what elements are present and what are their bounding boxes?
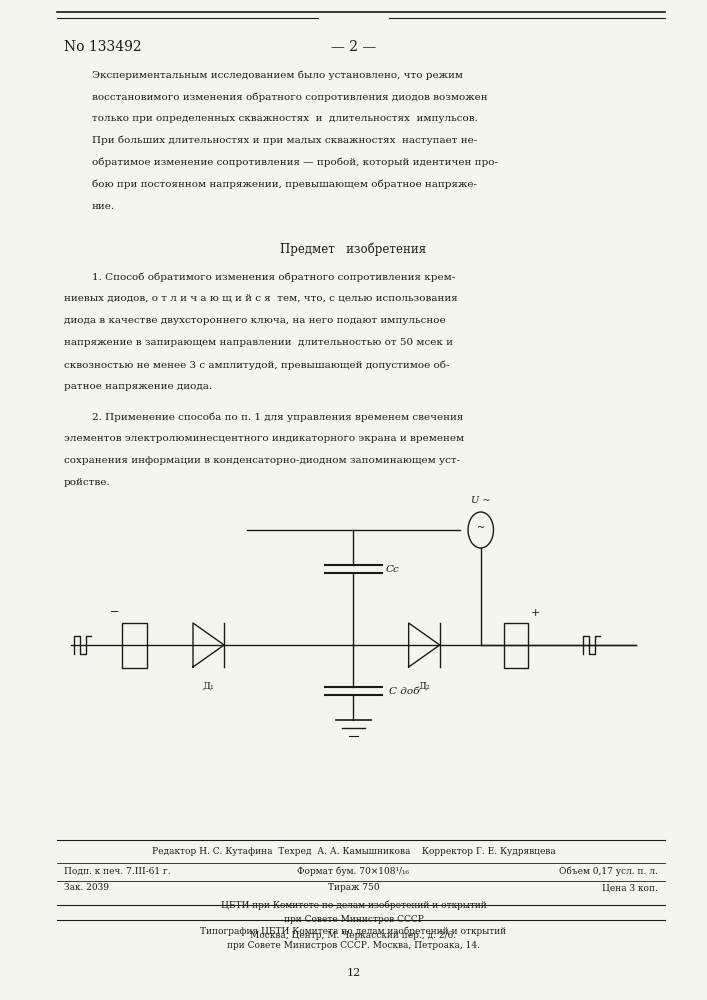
Text: При больших длительностях и при малых скважностях  наступает не-: При больших длительностях и при малых ск… (92, 136, 477, 145)
Bar (503, 622, 528, 668)
Text: бою при постоянном напряжении, превышающем обратное напряже-: бою при постоянном напряжении, превышающ… (92, 180, 477, 189)
Text: No 133492: No 133492 (64, 40, 141, 54)
Text: Подп. к печ. 7.III-61 г.: Подп. к печ. 7.III-61 г. (64, 867, 170, 876)
Text: Предмет   изобретения: Предмет изобретения (281, 242, 426, 255)
Text: Cс: Cс (385, 564, 399, 574)
Text: C доб: C доб (389, 686, 419, 696)
Text: сохранения информации в конденсаторно-диодном запоминающем уст-: сохранения информации в конденсаторно-ди… (64, 456, 460, 465)
Text: ратное напряжение диода.: ратное напряжение диода. (64, 382, 212, 391)
Text: Типография ЦБТИ Комитета по делам изобретений и открытий: Типография ЦБТИ Комитета по делам изобре… (200, 927, 507, 936)
Text: Тираж 750: Тираж 750 (327, 883, 380, 892)
Text: −: − (110, 607, 119, 617)
Text: U ~: U ~ (471, 496, 491, 505)
Text: Редактор Н. С. Кутафина  Техред  А. А. Камышникова    Корректор Г. Е. Кудрявцева: Редактор Н. С. Кутафина Техред А. А. Кам… (151, 847, 556, 856)
Text: 1. Способ обратимого изменения обратного сопротивления крем-: 1. Способ обратимого изменения обратного… (92, 272, 455, 282)
Text: Зак. 2039: Зак. 2039 (64, 883, 109, 892)
Text: диода в качестве двухстороннего ключа, на него подают импульсное: диода в качестве двухстороннего ключа, н… (64, 316, 445, 325)
Text: ЦБТИ при Комитете по делам изобретений и открытий: ЦБТИ при Комитете по делам изобретений и… (221, 901, 486, 910)
Text: только при определенных скважностях  и  длительностях  импульсов.: только при определенных скважностях и дл… (92, 114, 478, 123)
Text: обратимое изменение сопротивления — пробой, который идентичен про-: обратимое изменение сопротивления — проб… (92, 158, 498, 167)
Text: Объем 0,17 усл. п. л.: Объем 0,17 усл. п. л. (559, 867, 658, 876)
Bar (122, 622, 146, 668)
Text: ройстве.: ройстве. (64, 478, 110, 487)
Text: при Совете Министров СССР: при Совете Министров СССР (284, 915, 423, 924)
Text: Д₁: Д₁ (203, 682, 214, 691)
Text: ~: ~ (477, 523, 485, 533)
Text: Москва, Центр, М. Черкасский пер., д. 2/6.: Москва, Центр, М. Черкасский пер., д. 2/… (250, 931, 457, 940)
Text: сквозностью не менее 3 с амплитудой, превышающей допустимое об-: сквозностью не менее 3 с амплитудой, пре… (64, 360, 449, 369)
Text: элементов электролюминесцентного индикаторного экрана и временем: элементов электролюминесцентного индикат… (64, 434, 464, 443)
Text: — 2 —: — 2 — (331, 40, 376, 54)
Text: Экспериментальным исследованием было установлено, что режим: Экспериментальным исследованием было уст… (92, 70, 463, 80)
Text: восстановимого изменения обратного сопротивления диодов возможен: восстановимого изменения обратного сопро… (92, 92, 488, 102)
Text: ниевых диодов, о т л и ч а ю щ и й с я  тем, что, с целью использования: ниевых диодов, о т л и ч а ю щ и й с я т… (64, 294, 457, 303)
Text: Формат бум. 70×108¹/₁₆: Формат бум. 70×108¹/₁₆ (298, 867, 409, 876)
Text: 12: 12 (346, 968, 361, 978)
Text: Д₂: Д₂ (419, 682, 430, 691)
Text: +: + (531, 607, 540, 617)
Text: при Совете Министров СССР. Москва, Петроака, 14.: при Совете Министров СССР. Москва, Петро… (227, 941, 480, 950)
Text: ние.: ние. (92, 202, 115, 211)
Text: 2. Применение способа по п. 1 для управления временем свечения: 2. Применение способа по п. 1 для управл… (92, 412, 463, 422)
Text: Цена 3 коп.: Цена 3 коп. (602, 883, 658, 892)
Text: напряжение в запирающем направлении  длительностью от 50 мсек и: напряжение в запирающем направлении длит… (64, 338, 452, 347)
